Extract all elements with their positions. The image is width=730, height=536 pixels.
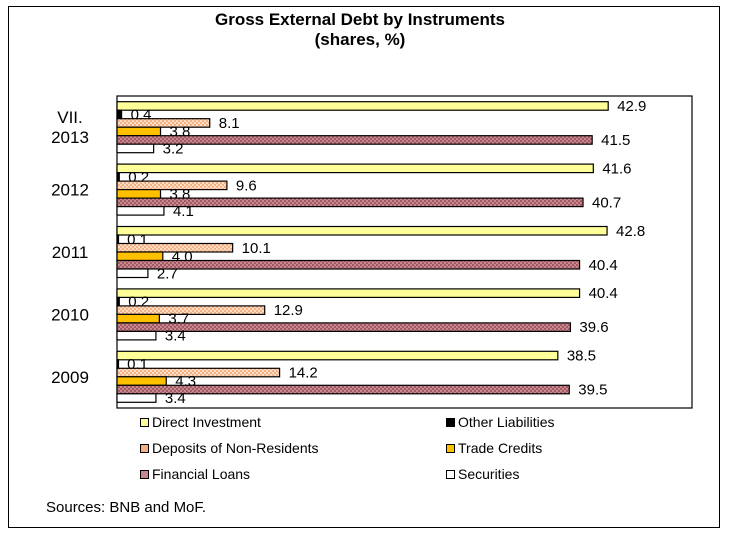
bar-deposits-of-non-residents-2009 xyxy=(116,367,281,378)
bar-deposits-of-non-residents-vii-2013 xyxy=(116,118,211,128)
bar-deposits-of-non-residents-2012 xyxy=(116,180,228,191)
bars-group: 42.90.4 8.13.8 41.53.241.60.2 9.63.8 40.74.1… xyxy=(116,98,646,407)
data-label-financial-loans-2009: 39.5 xyxy=(578,382,607,399)
bar-trade-credits-2012 xyxy=(116,189,162,199)
bar-securities-vii-2013 xyxy=(116,143,155,154)
data-label-deposits-of-non-residents-vii-2013: 8.1 xyxy=(219,115,240,132)
category-label-vii-2013-line-1: VII. xyxy=(57,108,83,127)
category-label-2010: 2010 xyxy=(51,305,89,324)
bar-securities-2009 xyxy=(116,393,157,403)
data-label-financial-loans-2012: 40.7 xyxy=(592,194,621,211)
bar-direct-investment-vii-2013 xyxy=(116,101,609,111)
legend-label-trade-credits: Trade Credits xyxy=(458,440,543,456)
legend-swatch-securities xyxy=(446,470,455,479)
data-label-deposits-of-non-residents-2011: 10.1 xyxy=(242,240,271,257)
data-label-direct-investment-2011: 42.8 xyxy=(616,223,645,240)
bar-securities-2012 xyxy=(116,206,165,216)
bar-trade-credits-2010 xyxy=(116,313,160,324)
legend-item-trade-credits: Trade Credits xyxy=(446,440,542,456)
legend-item-financial-loans: Financial Loans xyxy=(140,466,250,482)
bar-trade-credits-2009 xyxy=(116,376,167,386)
legend-swatch-financial-loans xyxy=(140,470,149,479)
bar-securities-2011 xyxy=(116,268,149,279)
data-label-deposits-of-non-residents-2010: 12.9 xyxy=(274,302,303,319)
legend-label-financial-loans: Financial Loans xyxy=(152,466,251,482)
data-label-financial-loans-vii-2013: 41.5 xyxy=(601,132,630,149)
data-label-securities-vii-2013: 3.2 xyxy=(163,140,184,157)
legend-item-other-liabilities: Other Liabilities xyxy=(446,414,555,430)
data-label-direct-investment-2010: 40.4 xyxy=(589,285,618,302)
legend: Direct Investment Other Liabilities Deposi… xyxy=(140,414,660,504)
legend-swatch-deposits-of-non-residents xyxy=(140,444,149,453)
chart-title: Gross External Debt by Instruments xyxy=(214,10,506,29)
bar-other-liabilities-2011 xyxy=(116,234,120,245)
legend-label-deposits-of-non-residents: Deposits of Non-Residents xyxy=(152,440,319,456)
source-note: Sources: BNB and MoF. xyxy=(46,499,207,516)
bar-financial-loans-2009 xyxy=(116,384,570,395)
legend-item-deposits-of-non-residents: Deposits of Non-Residents xyxy=(140,440,319,456)
legend-label-direct-investment: Direct Investment xyxy=(152,414,261,430)
data-label-direct-investment-2009: 38.5 xyxy=(567,348,596,365)
bar-other-liabilities-2010 xyxy=(116,296,120,307)
category-label-2011: 2011 xyxy=(52,243,89,262)
data-label-direct-investment-vii-2013: 42.9 xyxy=(617,98,646,115)
legend-item-direct-investment: Direct Investment xyxy=(140,414,261,430)
data-label-securities-2010: 3.4 xyxy=(165,328,186,345)
category-labels: VII.2013 2012 2011 2010 2009 xyxy=(51,108,89,387)
bar-direct-investment-2012 xyxy=(116,163,594,174)
bar-deposits-of-non-residents-2010 xyxy=(116,305,266,315)
legend-label-securities: Securities xyxy=(458,466,520,482)
category-label-vii-2013-line-2: 2013 xyxy=(51,128,89,147)
bar-deposits-of-non-residents-2011 xyxy=(116,242,234,253)
bar-other-liabilities-2012 xyxy=(116,172,120,182)
bar-other-liabilities-2009 xyxy=(116,359,120,369)
bar-financial-loans-2012 xyxy=(116,197,584,208)
chart-title-block: Gross External Debt by Instruments (shar… xyxy=(110,10,610,50)
data-label-securities-2009: 3.4 xyxy=(165,390,186,407)
legend-swatch-other-liabilities xyxy=(446,418,455,427)
data-label-financial-loans-2011: 40.4 xyxy=(589,257,618,274)
data-label-direct-investment-2012: 41.6 xyxy=(602,160,631,177)
bar-direct-investment-2009 xyxy=(116,350,559,361)
bar-financial-loans-vii-2013 xyxy=(116,135,593,145)
category-label-2009: 2009 xyxy=(51,368,89,387)
data-label-securities-2012: 4.1 xyxy=(173,203,194,220)
data-label-deposits-of-non-residents-2012: 9.6 xyxy=(236,177,257,194)
bar-trade-credits-2011 xyxy=(116,251,164,262)
bar-financial-loans-2010 xyxy=(116,322,572,332)
bar-direct-investment-2010 xyxy=(116,288,581,298)
bar-trade-credits-vii-2013 xyxy=(116,126,162,137)
legend-swatch-direct-investment xyxy=(140,418,149,427)
data-label-securities-2011: 2.7 xyxy=(157,265,178,282)
chart-subtitle: (shares, %) xyxy=(314,30,406,49)
bar-other-liabilities-vii-2013 xyxy=(116,109,123,120)
legend-label-other-liabilities: Other Liabilities xyxy=(458,414,555,430)
legend-item-securities: Securities xyxy=(446,466,519,482)
legend-swatch-trade-credits xyxy=(446,444,455,453)
category-label-2012: 2012 xyxy=(51,181,89,200)
data-label-financial-loans-2010: 39.6 xyxy=(579,319,608,336)
bar-securities-2010 xyxy=(116,330,157,341)
bar-direct-investment-2011 xyxy=(116,225,608,236)
data-label-deposits-of-non-residents-2009: 14.2 xyxy=(289,365,318,382)
bar-financial-loans-2011 xyxy=(116,259,581,270)
